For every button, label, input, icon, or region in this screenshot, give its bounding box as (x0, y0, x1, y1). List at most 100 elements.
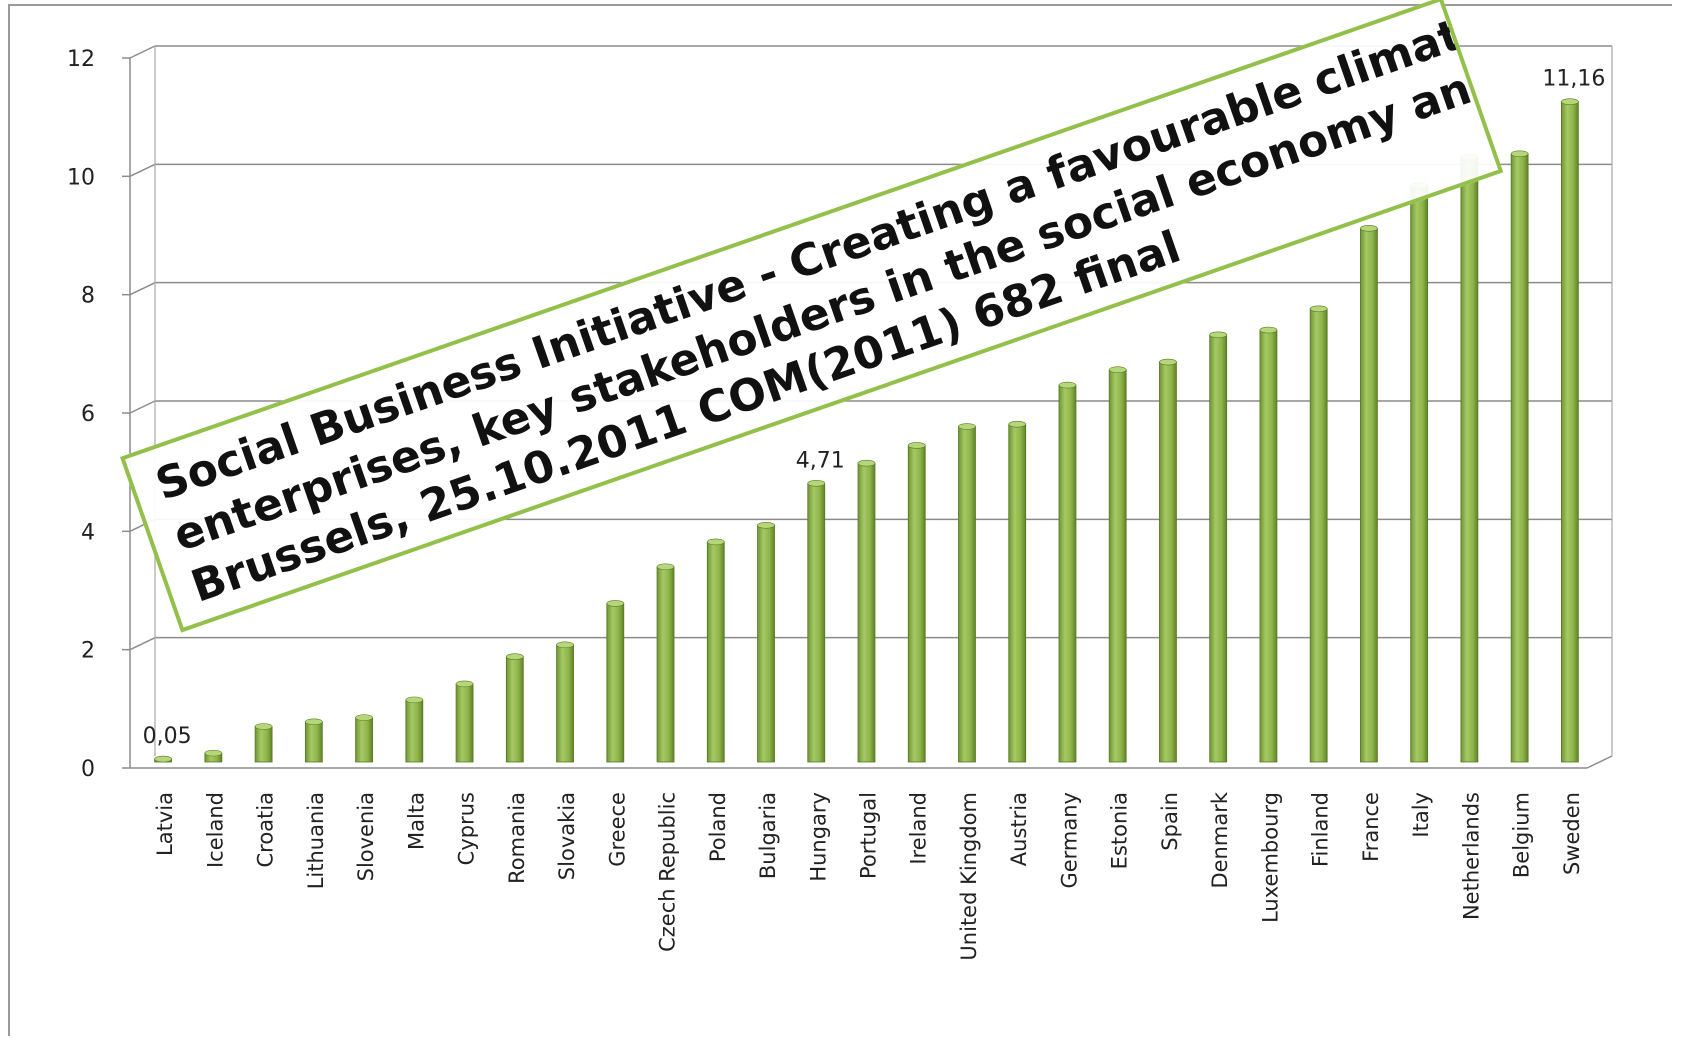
bar (958, 426, 976, 763)
x-tick-label: Sweden (1560, 792, 1584, 875)
bar-top (1561, 98, 1579, 105)
x-tick-label: Netherlands (1459, 792, 1483, 920)
x-tick-label: France (1359, 792, 1383, 862)
bar (1309, 308, 1328, 763)
bar (355, 717, 373, 763)
bar (1410, 185, 1429, 763)
bar-top (1360, 225, 1378, 232)
bar-top (1108, 366, 1127, 374)
data-label: 11,16 (1542, 67, 1605, 92)
y-tick-label: 10 (67, 165, 95, 190)
x-tick-label: Czech Republic (656, 792, 680, 952)
bar (606, 603, 625, 763)
data-label: 4,71 (796, 448, 845, 473)
x-tick-label: Romania (505, 792, 529, 884)
bar-top (556, 641, 574, 649)
bar-top (656, 563, 675, 571)
bar-top (1058, 381, 1077, 389)
y-tick-label: 2 (81, 639, 95, 664)
x-tick-label: Slovakia (555, 792, 579, 880)
bar-top (1259, 326, 1278, 334)
bar-top (907, 442, 926, 449)
y-tick-label: 0 (81, 757, 95, 782)
bar (1159, 361, 1177, 763)
x-tick-label: Iceland (203, 792, 227, 868)
x-tick-label: Denmark (1208, 791, 1232, 888)
bar-top (857, 459, 876, 467)
x-tick-label: Malta (404, 792, 428, 850)
y-tick-label: 8 (81, 284, 95, 309)
x-tick-label: Germany (1057, 792, 1081, 889)
x-tick-label: Italy (1409, 792, 1433, 838)
bar-top (1159, 358, 1177, 366)
bar (1259, 329, 1278, 763)
bars (154, 98, 1579, 763)
gridline-depth (129, 45, 156, 59)
bar-top (706, 538, 725, 546)
bar-top (154, 755, 172, 763)
bar (1560, 101, 1579, 763)
bar-top (606, 600, 625, 607)
bar (706, 541, 725, 763)
axes (122, 46, 1613, 769)
x-tick-label: Austria (1007, 792, 1031, 866)
bar-top (405, 696, 424, 704)
bar (455, 683, 474, 763)
bar-top (305, 718, 323, 726)
chart-frame (8, 4, 1672, 1036)
bar (656, 566, 675, 763)
bar (505, 656, 524, 763)
bar-top (506, 653, 524, 660)
bar (757, 524, 775, 763)
bar-top (1008, 420, 1027, 428)
bar (1510, 153, 1529, 763)
x-tick-label: Slovenia (354, 792, 378, 881)
x-tick-label: Greece (605, 792, 629, 867)
x-tick-label: Estonia (1108, 792, 1132, 869)
data-labels: 0,05 4,71 11,16 (143, 67, 1606, 749)
bar (1460, 156, 1479, 763)
bar (1058, 384, 1077, 763)
bar-top (1309, 305, 1328, 313)
y-tick-label: 12 (67, 47, 95, 72)
bar (907, 445, 926, 763)
bar (1360, 227, 1378, 763)
bar (304, 721, 323, 763)
bar-top (204, 749, 223, 757)
bar (1008, 423, 1027, 763)
x-tick-label: Ireland (907, 792, 931, 865)
x-tick-label: Finland (1309, 792, 1333, 867)
bar-top (757, 522, 775, 529)
bar-top (254, 723, 273, 730)
x-tick-label: Portugal (857, 792, 881, 879)
y-tick-label: 4 (81, 520, 95, 545)
bar-top (455, 680, 474, 688)
bar-top (807, 480, 826, 487)
x-tick-labels: Latvia Iceland Croatia Lithuania Slovenia Mal… (153, 791, 1584, 960)
bar (556, 644, 574, 763)
gridline-depth (129, 636, 156, 651)
bar-top (1209, 331, 1227, 339)
bar (807, 482, 826, 763)
x-tick-label: Bulgaria (756, 792, 780, 879)
bar (1209, 334, 1228, 763)
x-tick-label: Croatia (254, 792, 278, 868)
x-tick-label: Latvia (153, 792, 177, 856)
bar (405, 699, 424, 763)
x-tick-label: Poland (706, 792, 730, 862)
bar (1108, 369, 1127, 763)
bar-top (355, 714, 373, 721)
x-tick-label: Hungary (806, 792, 830, 882)
gridline-depth (129, 281, 156, 296)
bar-top (958, 423, 976, 430)
bar (857, 462, 876, 763)
x-axis-depth (1586, 755, 1613, 769)
x-tick-label: Lithuania (304, 792, 328, 889)
gridline-depth (129, 400, 156, 414)
x-tick-label: Belgium (1510, 792, 1534, 878)
y-tick-labels: 0 2 4 6 8 10 12 (67, 47, 95, 782)
gridline-depth (129, 163, 156, 178)
x-tick-label: Luxembourg (1258, 792, 1282, 923)
bar (254, 726, 273, 763)
